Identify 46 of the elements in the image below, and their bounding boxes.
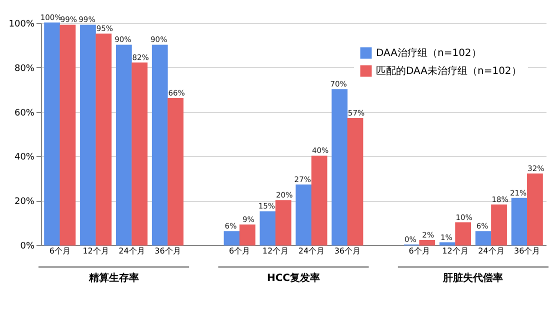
x-tick-label: 6个月 (229, 246, 250, 256)
bar (332, 89, 348, 246)
x-tick-label: 24个月 (298, 246, 325, 256)
bar (260, 211, 276, 246)
x-tick-label: 36个月 (334, 246, 361, 256)
bar (347, 118, 364, 246)
y-tick-label: 0% (20, 242, 35, 252)
x-tick-label: 6个月 (49, 246, 70, 256)
bar (527, 173, 543, 246)
y-tick-label: 40% (14, 152, 35, 163)
y-tick-label: 80% (14, 64, 35, 74)
x-tick-label: 12个月 (82, 246, 109, 256)
bar (475, 231, 492, 246)
bar (511, 198, 528, 246)
x-tick-label: 6个月 (408, 246, 430, 256)
bar (60, 24, 76, 246)
legend-label: DAA治疗组（n=102） (376, 47, 482, 59)
bar (275, 200, 292, 246)
legend-label: 匹配的DAA未治疗组（n=102） (376, 65, 522, 77)
x-tick-label: 12个月 (442, 246, 468, 256)
x-tick-label: 24个月 (478, 246, 504, 256)
bar (168, 98, 184, 246)
bar (296, 184, 312, 246)
text: 肝脏失代偿率 (442, 272, 504, 284)
y-tick-label: 60% (14, 108, 35, 118)
bar (455, 222, 472, 246)
bar (439, 242, 456, 246)
x-tick-label: 36个月 (154, 246, 181, 256)
x-tick-label: 36个月 (514, 246, 540, 256)
bar (152, 44, 168, 246)
bar (96, 34, 112, 246)
bar (491, 204, 507, 246)
x-tick-label: 24个月 (118, 246, 145, 256)
bar (224, 231, 240, 246)
y-tick-label: 100% (8, 20, 35, 30)
y-tick-label: 20% (14, 197, 35, 208)
bar (80, 24, 96, 246)
bar (116, 44, 132, 246)
x-tick-label: 12个月 (262, 246, 289, 256)
bar (419, 240, 436, 246)
bar (311, 156, 328, 246)
bar (239, 224, 256, 246)
bar (44, 22, 60, 246)
text: HCC复发率 (266, 272, 320, 284)
text: 精算生存率 (88, 272, 139, 284)
bar (132, 62, 148, 246)
